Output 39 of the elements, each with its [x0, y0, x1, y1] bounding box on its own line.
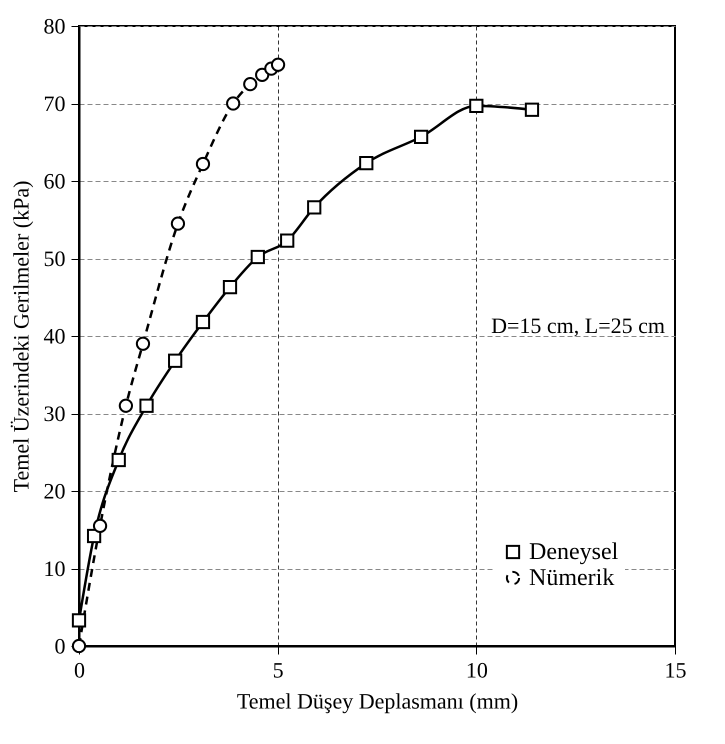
x-tick-label: 5	[272, 658, 284, 682]
point	[72, 613, 86, 628]
point	[196, 314, 210, 330]
point	[226, 96, 240, 111]
x-tick-label: 0	[74, 658, 85, 682]
point	[139, 398, 154, 413]
y-axis-title: Temel Üzerindeki Gerilmeler (kPa)	[8, 180, 34, 492]
annotation: D=15 cm, L=25 cm	[491, 313, 665, 338]
y-tick-label: 0	[54, 634, 66, 658]
legend-label: Deneysel	[529, 539, 619, 565]
point	[307, 200, 322, 214]
y-tick-label: 70	[44, 91, 66, 116]
y-tick-label: 10	[44, 556, 66, 581]
point	[250, 250, 265, 264]
y-tick-label: 30	[44, 401, 66, 426]
point	[270, 58, 286, 72]
point	[243, 77, 258, 92]
x-tick-label: 10	[466, 658, 488, 682]
point	[118, 398, 134, 413]
y-tick-label: 60	[44, 168, 66, 194]
point	[170, 216, 186, 231]
y-tick-label: 20	[44, 478, 66, 504]
x-tick-label: 15	[664, 658, 686, 682]
y-tick-label: 50	[44, 246, 66, 271]
point	[359, 156, 374, 170]
y-tick-label: 40	[44, 324, 66, 348]
point	[136, 336, 150, 351]
x-axis-title: Temel Düşey Deplasmanı (mm)	[236, 688, 518, 714]
point	[524, 102, 540, 117]
point	[112, 452, 126, 468]
point	[414, 130, 428, 144]
legend-label: Nümerik	[529, 565, 614, 591]
point	[92, 518, 108, 533]
point	[196, 156, 210, 172]
point	[168, 354, 182, 368]
y-tick-label: 80	[44, 14, 66, 38]
point	[280, 234, 294, 248]
point	[469, 98, 484, 113]
point	[222, 280, 238, 294]
